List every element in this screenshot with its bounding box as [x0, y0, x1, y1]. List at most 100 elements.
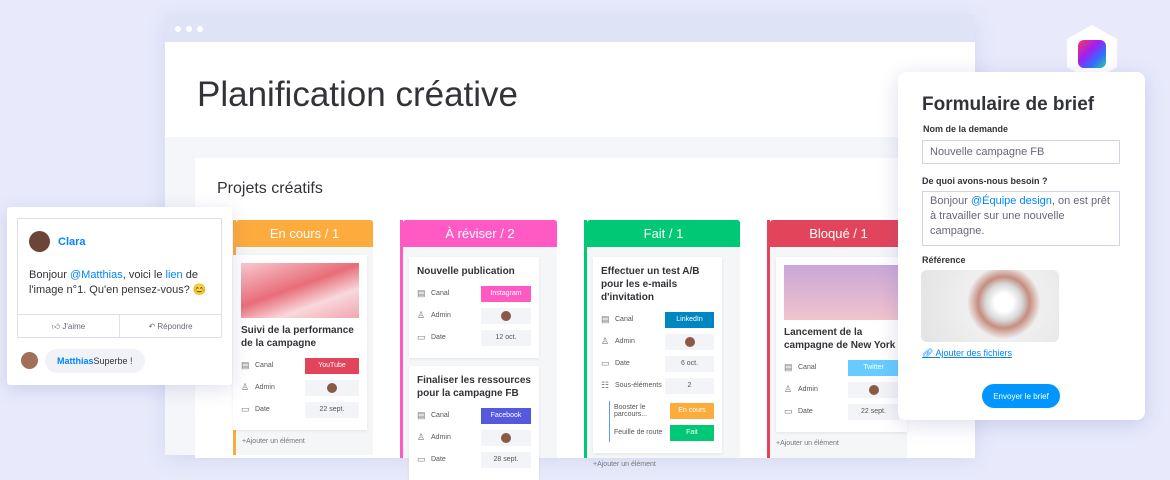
- admin-cell[interactable]: [305, 379, 359, 396]
- date-cell[interactable]: 22 sept.: [305, 401, 359, 418]
- subitem-name: Feuille de route: [614, 429, 663, 436]
- field-label: Canal: [615, 316, 634, 323]
- column-header[interactable]: Fait / 1: [587, 220, 740, 247]
- field-label: Canal: [798, 364, 817, 371]
- date-cell[interactable]: 22 sept.: [848, 403, 899, 420]
- like-button[interactable]: 👍︎ J'aime: [18, 315, 120, 338]
- comment-post: Clara Bonjour @Matthias, voici le lien d…: [17, 218, 222, 338]
- subitem-row[interactable]: Feuille de route Fait: [614, 423, 714, 442]
- date-cell[interactable]: 12 oct.: [481, 329, 531, 346]
- comment-text: Bonjour @Matthias, voici le lien de l'im…: [29, 269, 207, 296]
- comment-author[interactable]: Clara: [58, 236, 86, 248]
- canal-tag[interactable]: Twitter: [848, 359, 899, 376]
- status-tag[interactable]: En cours: [670, 402, 714, 419]
- field-label: Admin: [798, 386, 818, 393]
- person-icon: ♙: [417, 432, 426, 442]
- add-item-link[interactable]: +Ajouter un élément: [776, 440, 839, 447]
- item-card[interactable]: Nouvelle publication ▤ Canal Instagram ♙ Ad…: [409, 257, 539, 358]
- avatar: [501, 310, 511, 321]
- subitems-icon: ☷: [601, 380, 610, 390]
- item-card[interactable]: Suivi de la performance de la campagne ▤…: [233, 255, 367, 430]
- calendar-icon: ▭: [601, 358, 610, 368]
- mention[interactable]: @Équipe design: [970, 195, 1052, 207]
- field-label: Référence: [922, 255, 966, 265]
- window-dot: [175, 26, 181, 32]
- subitem-row[interactable]: Booster le parcours... En cours: [614, 401, 714, 420]
- reply-bubble: Matthias Superbe !: [45, 349, 145, 373]
- person-icon: ♙: [784, 384, 793, 394]
- page-title: Planification créative: [197, 75, 518, 114]
- field-label: Sous-éléments: [615, 382, 662, 389]
- item-card[interactable]: Lancement de la campagne de New York ▤ Ca…: [776, 257, 907, 432]
- reply-icon: ↶: [148, 322, 158, 331]
- field-label: Admin: [431, 312, 451, 319]
- avatar: [29, 231, 50, 252]
- reference-image[interactable]: [921, 270, 1059, 342]
- admin-cell[interactable]: [481, 307, 531, 324]
- field-label: Canal: [431, 412, 450, 419]
- add-item-link[interactable]: +Ajouter un élément: [593, 461, 656, 468]
- column-header[interactable]: Bloqué / 1: [770, 220, 907, 247]
- avatar: [684, 336, 695, 347]
- calendar-icon: ▭: [241, 404, 250, 414]
- avatar: [21, 352, 38, 369]
- field-label: Date: [615, 360, 630, 367]
- creative-cloud-icon: [1078, 40, 1106, 68]
- app-window: Planification créative Projets créatifs …: [165, 15, 975, 480]
- list-icon: ▤: [417, 410, 426, 420]
- reply-text: Superbe !: [93, 356, 133, 366]
- add-item-link[interactable]: +Ajouter un élément: [242, 438, 305, 445]
- board: Projets créatifs En cours / 1 Suivi de l…: [195, 158, 975, 480]
- avatar: [868, 384, 879, 395]
- field-label: Canal: [255, 362, 274, 369]
- card-title: Effectuer un test A/B pour les e-mails d…: [601, 266, 700, 303]
- avatar: [327, 382, 337, 393]
- card-title: Nouvelle publication: [417, 266, 515, 277]
- item-card[interactable]: Effectuer un test A/B pour les e-mails d…: [593, 257, 722, 453]
- calendar-icon: ▭: [784, 406, 793, 416]
- field-label: Admin: [255, 384, 275, 391]
- field-label: De quoi avons-nous besoin ?: [922, 176, 1048, 186]
- status-tag[interactable]: Fait: [670, 424, 714, 441]
- list-icon: ▤: [784, 362, 793, 372]
- reply-author[interactable]: Matthias: [57, 356, 94, 366]
- list-icon: ▤: [417, 288, 426, 298]
- window-dot: [197, 26, 203, 32]
- calendar-icon: ▭: [417, 332, 426, 342]
- link[interactable]: lien: [165, 269, 183, 281]
- column-en-cours: En cours / 1 Suivi de la performance de …: [233, 220, 373, 455]
- admin-cell[interactable]: [665, 333, 714, 350]
- list-icon: ▤: [601, 314, 610, 324]
- admin-cell[interactable]: [481, 429, 531, 446]
- person-icon: ♙: [417, 310, 426, 320]
- item-card[interactable]: Finaliser les ressources pour la campagn…: [409, 366, 539, 480]
- submit-brief-button[interactable]: Envoyer le brief: [982, 384, 1060, 408]
- canal-tag[interactable]: LinkedIn: [665, 311, 714, 328]
- person-icon: ♙: [241, 382, 250, 392]
- column-header[interactable]: En cours / 1: [236, 220, 373, 247]
- paperclip-icon: 🔗︎: [922, 348, 936, 358]
- subitems-count[interactable]: 2: [665, 377, 714, 394]
- window-dot: [186, 26, 192, 32]
- date-cell[interactable]: 28 sept.: [481, 451, 531, 468]
- canal-tag[interactable]: YouTube: [305, 357, 359, 374]
- canal-tag[interactable]: Instagram: [481, 285, 531, 302]
- attach-files-link[interactable]: 🔗︎ Ajouter des fichiers: [922, 348, 1012, 358]
- brief-form: Formulaire de brief Nom de la demande No…: [898, 72, 1145, 420]
- reply-button[interactable]: ↶ Répondre: [148, 322, 193, 331]
- admin-cell[interactable]: [848, 381, 899, 398]
- comment-card: Clara Bonjour @Matthias, voici le lien d…: [7, 207, 232, 385]
- column-fait: Fait / 1 Effectuer un test A/B pour les …: [584, 220, 740, 468]
- date-cell[interactable]: 6 oct.: [665, 355, 714, 372]
- canal-tag[interactable]: Facebook: [481, 407, 531, 424]
- needs-textarea[interactable]: Bonjour @Équipe design, on est prêt à tr…: [922, 191, 1120, 246]
- column-header[interactable]: À réviser / 2: [403, 220, 557, 247]
- mention[interactable]: @Matthias: [69, 269, 123, 281]
- field-label: Admin: [615, 338, 635, 345]
- request-name-input[interactable]: Nouvelle campagne FB: [922, 140, 1120, 164]
- subitem-name: Booster le parcours...: [614, 403, 648, 418]
- avatar: [501, 432, 511, 443]
- list-icon: ▤: [241, 360, 250, 370]
- calendar-icon: ▭: [417, 454, 426, 464]
- card-title: Suivi de la performance de la campagne: [241, 325, 354, 349]
